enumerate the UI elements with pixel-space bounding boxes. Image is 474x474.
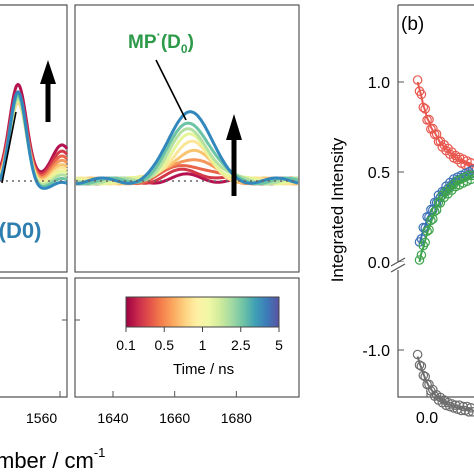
b-point-2-27	[466, 174, 474, 185]
colorbar-title: Time / ns	[173, 361, 234, 378]
b-point-2-0	[414, 255, 425, 265]
mp-close: )	[188, 32, 194, 53]
mp-dot: ·	[157, 27, 161, 42]
b-ytick-3: -1.0	[362, 343, 390, 360]
cbar-tick-0: 0.1	[116, 337, 136, 353]
b-ytick-2: 0.0	[368, 255, 390, 272]
b-point-0-28	[466, 158, 474, 168]
cbar-tick-2: 1	[199, 337, 207, 353]
x-axis-label-text: mber / cm	[0, 448, 94, 473]
middle-curve-7	[75, 127, 299, 186]
mid-xtick-1640: 1640	[97, 410, 128, 426]
b-point-2-5	[424, 225, 434, 235]
b-point-2-8	[429, 206, 440, 217]
b-point-0-2	[416, 89, 427, 100]
b-point-0-0	[412, 75, 423, 85]
b-point-2-28	[467, 170, 474, 181]
panel-b-label: (b)	[401, 14, 424, 35]
left-up-arrow	[40, 60, 56, 122]
mp-sub: 0	[181, 42, 188, 56]
colorbar-gradient	[126, 297, 279, 327]
left-bottom-frame	[0, 277, 68, 398]
colorbar-ticks: 0.1 0.5 1 2.5 5	[116, 327, 283, 353]
middle-curve-9	[75, 110, 299, 186]
left-top-curves	[0, 82, 69, 190]
panel-b-plot	[412, 75, 474, 417]
b-point-2-6	[426, 215, 436, 226]
cbar-tick-4: 5	[275, 337, 283, 353]
b-point-3-3	[418, 370, 429, 381]
b-point-2-3	[420, 237, 430, 248]
middle-annotation: MP·(D0)	[128, 27, 194, 56]
b-point-3-1	[414, 360, 425, 370]
middle-annotation-leader	[155, 59, 187, 121]
b-point-3-28	[466, 403, 474, 413]
b-ytick-1: 0.5	[368, 165, 390, 182]
middle-curve-5	[75, 139, 299, 186]
axis-break	[390, 257, 406, 273]
left-xtick-1560: 1560	[26, 410, 57, 426]
panel-b-yticks: 1.0 0.5 0.0 -1.0	[362, 75, 404, 360]
b-xtick-0: 0.0	[416, 410, 438, 427]
mp-label: MP	[128, 32, 157, 53]
middle-xticks: 1640 1660 1680	[97, 391, 252, 426]
middle-up-arrow	[226, 114, 242, 196]
b-point-0-3	[418, 102, 429, 113]
middle-top-frame	[74, 4, 300, 273]
middle-bottom-frame	[74, 277, 300, 398]
mp-paren: (D	[161, 32, 181, 53]
left-annotation-leader	[1, 111, 17, 184]
b-point-3-29	[467, 407, 474, 417]
x-axis-label-sup: -1	[94, 445, 106, 460]
left-annotation-text: (D0)	[0, 218, 41, 243]
mid-xtick-1680: 1680	[221, 410, 252, 426]
panel-b-ylabel: Integrated Intensity	[328, 137, 347, 282]
left-top-frame	[0, 4, 68, 273]
b-point-2-1	[416, 250, 427, 260]
b-point-2-4	[422, 226, 432, 236]
b-point-0-4	[420, 104, 430, 114]
b-point-3-0	[412, 349, 423, 360]
x-axis-label: mber / cm-1	[0, 445, 105, 473]
panel-b-frame	[397, 4, 474, 398]
left-annotation: ·(D0)	[0, 215, 41, 243]
colorbar	[126, 297, 279, 327]
b-point-3-2	[416, 361, 427, 371]
cbar-tick-1: 0.5	[155, 337, 175, 353]
b-ytick-0: 1.0	[368, 75, 390, 92]
b-point-0-6	[424, 114, 434, 125]
panel-b-xticks: 0.0	[416, 391, 438, 427]
cbar-tick-3: 2.5	[231, 337, 251, 353]
middle-curve-8	[75, 121, 299, 186]
mid-xtick-1660: 1660	[159, 410, 190, 426]
left-curve-9	[0, 90, 68, 190]
middle-top-curves	[75, 110, 299, 186]
